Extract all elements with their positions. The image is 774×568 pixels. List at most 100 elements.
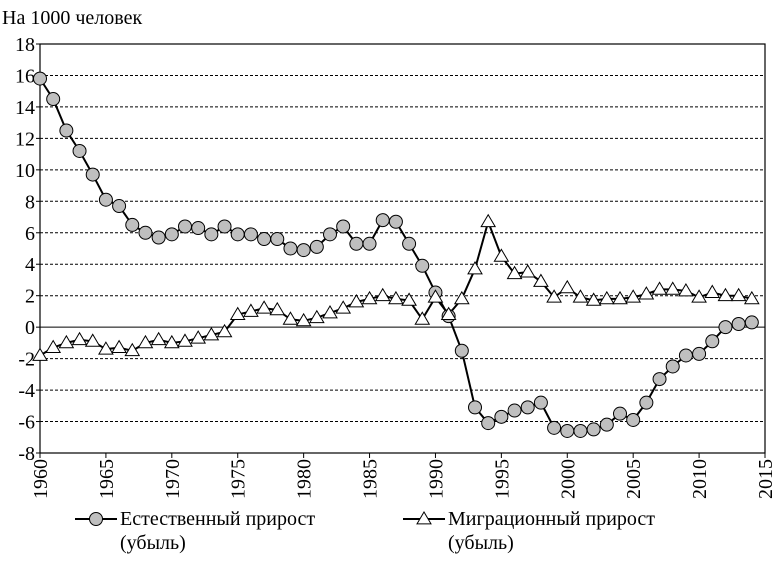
point <box>322 305 338 319</box>
point <box>415 258 430 273</box>
point <box>150 331 167 346</box>
point <box>164 227 179 242</box>
point <box>98 192 113 207</box>
point <box>269 301 286 316</box>
point <box>402 236 417 251</box>
point <box>151 230 166 245</box>
point <box>163 334 180 349</box>
point <box>468 400 482 415</box>
point <box>361 290 378 305</box>
point <box>730 287 747 302</box>
point <box>323 227 337 242</box>
y-tick-label: 6 <box>25 223 35 245</box>
point <box>191 221 206 236</box>
point <box>743 290 760 305</box>
point <box>665 359 680 374</box>
point <box>216 323 233 338</box>
point <box>598 290 615 305</box>
y-tick-label: 16 <box>15 65 35 87</box>
point <box>85 167 100 182</box>
point <box>744 315 759 330</box>
y-tick-label: 18 <box>15 34 35 56</box>
legend-marker <box>416 511 432 525</box>
point <box>612 290 628 305</box>
point <box>519 264 536 278</box>
point <box>375 213 390 228</box>
point <box>493 248 510 262</box>
x-tick-label: 1980 <box>294 459 316 499</box>
point <box>243 303 259 317</box>
y-tick-label: -8 <box>18 443 35 465</box>
point <box>58 334 75 349</box>
point <box>638 286 655 300</box>
point <box>111 339 127 354</box>
point <box>454 343 469 358</box>
point <box>507 403 522 418</box>
point <box>336 219 351 234</box>
point <box>349 236 364 251</box>
y-tick-label: -2 <box>18 349 35 371</box>
point <box>137 334 154 349</box>
point <box>599 417 614 432</box>
point <box>388 290 404 305</box>
point <box>453 290 470 305</box>
point <box>308 309 325 324</box>
x-tick-label: 1975 <box>228 459 250 499</box>
point <box>283 241 298 256</box>
point <box>59 123 74 138</box>
point <box>440 306 457 320</box>
point <box>125 217 140 232</box>
point <box>72 143 87 158</box>
point <box>586 422 601 437</box>
point <box>585 292 602 306</box>
y-tick-label: 12 <box>15 128 35 150</box>
y-tick-label: 8 <box>25 191 35 213</box>
point <box>309 239 324 254</box>
point <box>177 333 193 347</box>
x-tick-label: 2005 <box>623 459 645 499</box>
x-tick-label: 1970 <box>162 459 184 499</box>
point <box>401 292 417 306</box>
y-axis-label: На 1000 человек <box>2 7 142 29</box>
y-tick-label: 0 <box>25 317 35 339</box>
point <box>374 287 391 302</box>
y-tick-label: 2 <box>25 286 35 308</box>
point <box>190 330 207 344</box>
point <box>717 287 734 302</box>
point <box>639 395 654 410</box>
point <box>520 400 535 415</box>
point <box>348 293 365 308</box>
x-tick-label: 1965 <box>96 459 118 499</box>
series-line <box>39 78 752 432</box>
x-tick-label: 2000 <box>557 459 579 499</box>
y-tick-label: -6 <box>18 412 35 434</box>
point <box>270 232 285 247</box>
point <box>257 232 272 247</box>
point <box>33 71 47 86</box>
x-tick-label: 1995 <box>491 459 513 499</box>
x-tick-label: 2015 <box>755 459 774 499</box>
y-tick-label: 4 <box>25 254 35 276</box>
point <box>296 243 311 258</box>
point <box>731 317 746 332</box>
point <box>362 236 377 251</box>
point <box>506 265 523 280</box>
y-tick-label: 10 <box>15 160 35 182</box>
point <box>664 281 681 295</box>
point <box>573 423 588 438</box>
point <box>256 300 272 314</box>
point <box>32 347 48 361</box>
point <box>71 331 88 346</box>
point <box>613 406 627 421</box>
point <box>217 219 232 234</box>
y-tick-label: -4 <box>18 380 35 402</box>
point <box>282 311 299 325</box>
y-tick-label: 14 <box>15 97 35 119</box>
point <box>494 409 509 424</box>
legend-label: Миграционный прирост (убыль) <box>448 508 656 554</box>
x-tick-label: 1990 <box>425 459 447 499</box>
point <box>203 327 220 341</box>
point <box>481 416 496 431</box>
